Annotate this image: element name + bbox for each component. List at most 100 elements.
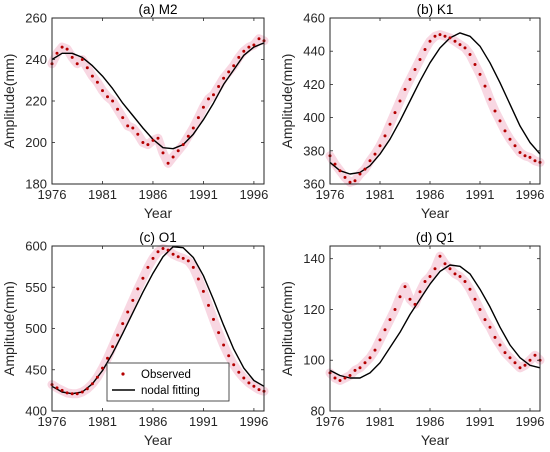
observed-point [121, 322, 125, 326]
observed-point [463, 46, 467, 50]
observed-point [242, 376, 246, 380]
observed-point [393, 111, 397, 115]
x-tick-label: 1991 [466, 187, 495, 202]
x-tick-label: 1986 [138, 414, 167, 429]
observed-point [418, 290, 422, 294]
panel-title: (c) O1 [139, 230, 177, 245]
y-tick-label: 500 [25, 321, 47, 336]
y-tick-label: 200 [25, 135, 47, 150]
observed-point [513, 144, 517, 148]
observed-point [443, 262, 447, 266]
observed-point [463, 280, 467, 283]
x-tick-label: 1996 [516, 414, 545, 429]
observed-point [348, 374, 352, 377]
observed-point [413, 302, 417, 306]
observed-point [508, 137, 512, 141]
observed-point [196, 116, 200, 120]
observed-point [523, 154, 527, 158]
observed-point [408, 297, 412, 301]
x-tick-label: 1981 [88, 414, 117, 429]
observed-point [423, 280, 427, 283]
observed-point [343, 175, 347, 179]
y-tick-label: 140 [303, 251, 325, 266]
y-tick-label: 400 [303, 110, 325, 125]
observed-point [478, 72, 482, 76]
observed-point [55, 51, 59, 55]
observed-point [533, 159, 537, 163]
observed-point [247, 381, 251, 385]
observed-point [363, 167, 367, 171]
observed-point [111, 345, 115, 349]
observed-point [207, 97, 210, 101]
x-tick-label: 1996 [516, 187, 545, 202]
observed-point [55, 386, 59, 390]
observed-point [237, 55, 241, 59]
observed-point [156, 250, 160, 254]
observed-point [508, 356, 512, 360]
observed-point [131, 126, 135, 130]
x-axis-title: Year [144, 432, 173, 448]
panel-a: 1976 1981 1986 1991 1996 180 200 220 240 260 (a) … [1, 2, 269, 221]
observed-point [423, 48, 427, 51]
observed-band [325, 30, 545, 187]
observed-point [227, 354, 231, 358]
observed-point [116, 107, 120, 111]
y-tick-label: 180 [25, 177, 47, 192]
legend-label-nodal-fitting: nodal fitting [141, 385, 200, 397]
observed-point [181, 143, 185, 147]
observed-point [498, 343, 502, 347]
observed-point [201, 289, 205, 293]
nodal-fitting-line [329, 264, 541, 379]
nodal-fitting-line [329, 32, 541, 175]
observed-point [242, 49, 246, 53]
observed-point [90, 74, 94, 78]
observed-point [181, 256, 185, 260]
observed-point [176, 255, 180, 259]
x-tick-label: 1981 [88, 187, 117, 202]
observed-point [186, 259, 190, 263]
x-tick-label: 1991 [189, 414, 218, 429]
observed-point [252, 43, 256, 47]
observed-point [353, 368, 357, 372]
observed-point [518, 151, 522, 154]
x-axis-title: Year [421, 432, 450, 448]
observed-point [398, 99, 402, 103]
observed-point [458, 43, 462, 47]
observed-point [403, 285, 407, 289]
panel-title: (b) K1 [417, 2, 454, 17]
observed-point [498, 119, 502, 123]
y-axis-title: Amplitude(mm) [1, 54, 17, 149]
observed-point [398, 295, 402, 299]
observed-point [131, 298, 135, 302]
observed-point [453, 39, 457, 43]
x-tick-label: 1976 [38, 414, 67, 429]
observed-point [333, 162, 337, 166]
observed-point [191, 126, 195, 130]
observed-point [161, 247, 165, 250]
y-tick-label: 120 [303, 302, 325, 317]
observed-point [80, 390, 84, 394]
observed-point [217, 331, 221, 335]
observed-point [353, 179, 357, 183]
observed-point [488, 97, 492, 101]
observed-point [448, 267, 452, 271]
legend-box [106, 362, 230, 402]
observed-point [433, 34, 437, 38]
legend-label-observed: Observed [141, 369, 191, 381]
x-tick-label: 1991 [466, 414, 495, 429]
x-axis-title: Year [144, 205, 173, 221]
observed-point [413, 68, 417, 71]
panel-title: (d) Q1 [416, 230, 454, 245]
observed-point [156, 136, 160, 140]
observed-point [338, 379, 342, 382]
observed-point [116, 333, 120, 337]
y-tick-label: 400 [25, 404, 47, 419]
observed-point [101, 366, 104, 370]
observed-point [247, 45, 251, 49]
observed-point [383, 134, 387, 138]
y-tick-label: 450 [25, 362, 47, 377]
observed-point [388, 122, 392, 126]
observed-point [473, 297, 477, 301]
legend: Observed nodal fitting [106, 362, 230, 402]
observed-point [528, 358, 532, 362]
